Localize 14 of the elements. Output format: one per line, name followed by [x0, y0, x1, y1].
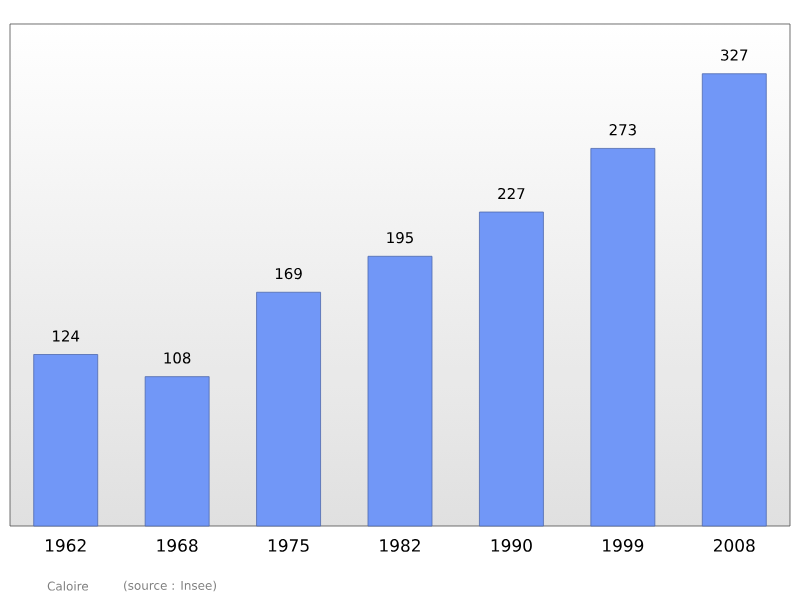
x-tick-label: 1990 — [491, 539, 532, 552]
bar — [479, 211, 544, 527]
x-tick-label: 1962 — [46, 539, 86, 552]
bar — [256, 291, 321, 527]
bar — [367, 255, 433, 527]
x-tick-label: 1982 — [380, 539, 420, 552]
x-tick-label: 2008 — [713, 539, 755, 552]
bar — [590, 148, 656, 527]
bar — [701, 73, 767, 527]
bar — [33, 354, 99, 527]
bar — [144, 376, 210, 527]
x-tick-label: 1975 — [268, 539, 309, 552]
x-tick-label: 1968 — [157, 539, 198, 552]
x-tick-label: 1999 — [603, 539, 644, 552]
